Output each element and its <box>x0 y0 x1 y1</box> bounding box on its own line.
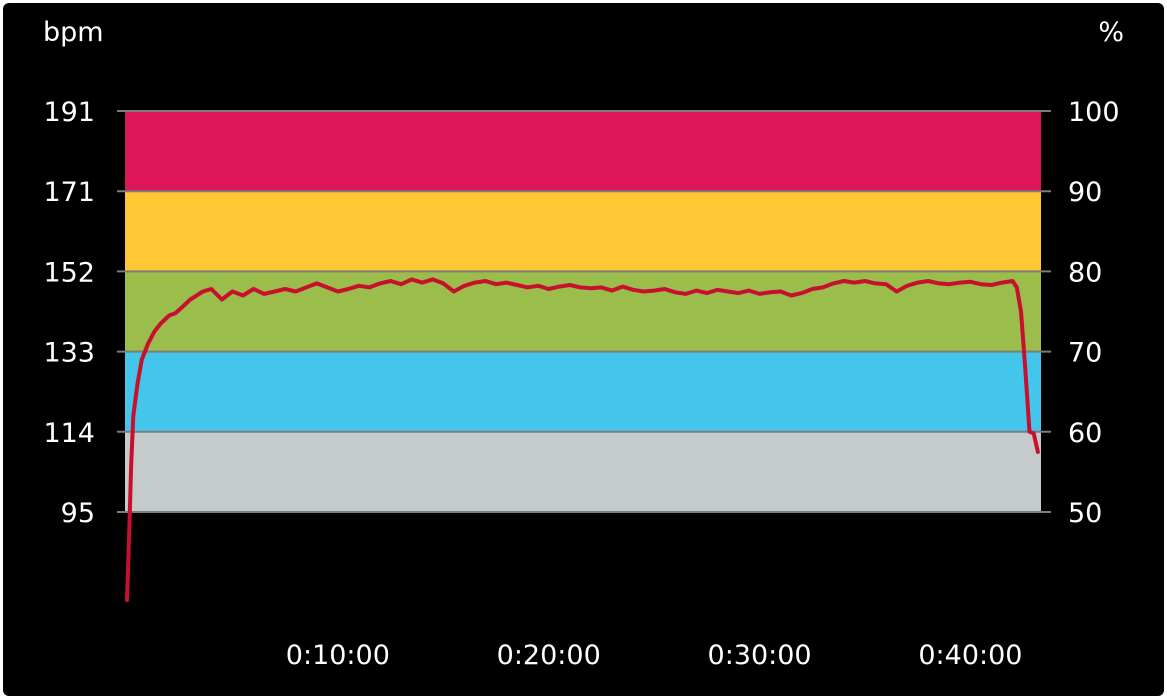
left-tick-label: 171 <box>43 177 95 208</box>
right-tick-label: 60 <box>1068 418 1102 449</box>
right-tick-labels: 100 90 80 70 60 50 <box>1068 97 1120 529</box>
x-tick-labels: 0:10:00 0:20:00 0:30:00 0:40:00 <box>286 640 1023 671</box>
left-tick-labels: 191 171 152 133 114 95 <box>43 97 95 529</box>
zone-band-2 <box>125 351 1041 432</box>
left-axis-label: bpm <box>43 17 104 48</box>
zone-band-1 <box>125 431 1041 512</box>
right-tick-label: 70 <box>1068 338 1102 369</box>
x-tick-label: 0:40:00 <box>918 640 1022 671</box>
left-tick-label: 95 <box>61 498 95 529</box>
zone-band-3 <box>125 271 1041 352</box>
right-axis-label: % <box>1098 17 1124 48</box>
left-tick-label: 191 <box>43 97 95 128</box>
zone-bands <box>125 111 1041 512</box>
x-tick-label: 0:30:00 <box>708 640 812 671</box>
right-tick-label: 80 <box>1068 257 1102 288</box>
zone-band-5 <box>125 111 1041 192</box>
right-tick-label: 90 <box>1068 177 1102 208</box>
right-tick-label: 50 <box>1068 498 1102 529</box>
left-tick-label: 152 <box>43 257 95 288</box>
left-tick-label: 133 <box>43 338 95 369</box>
grid-lines <box>117 110 1051 513</box>
right-tick-label: 100 <box>1068 97 1120 128</box>
left-tick-label: 114 <box>43 418 95 449</box>
x-tick-label: 0:20:00 <box>497 640 601 671</box>
heart-rate-line <box>125 277 1040 603</box>
x-tick-label: 0:10:00 <box>286 640 390 671</box>
zone-band-4 <box>125 191 1041 272</box>
